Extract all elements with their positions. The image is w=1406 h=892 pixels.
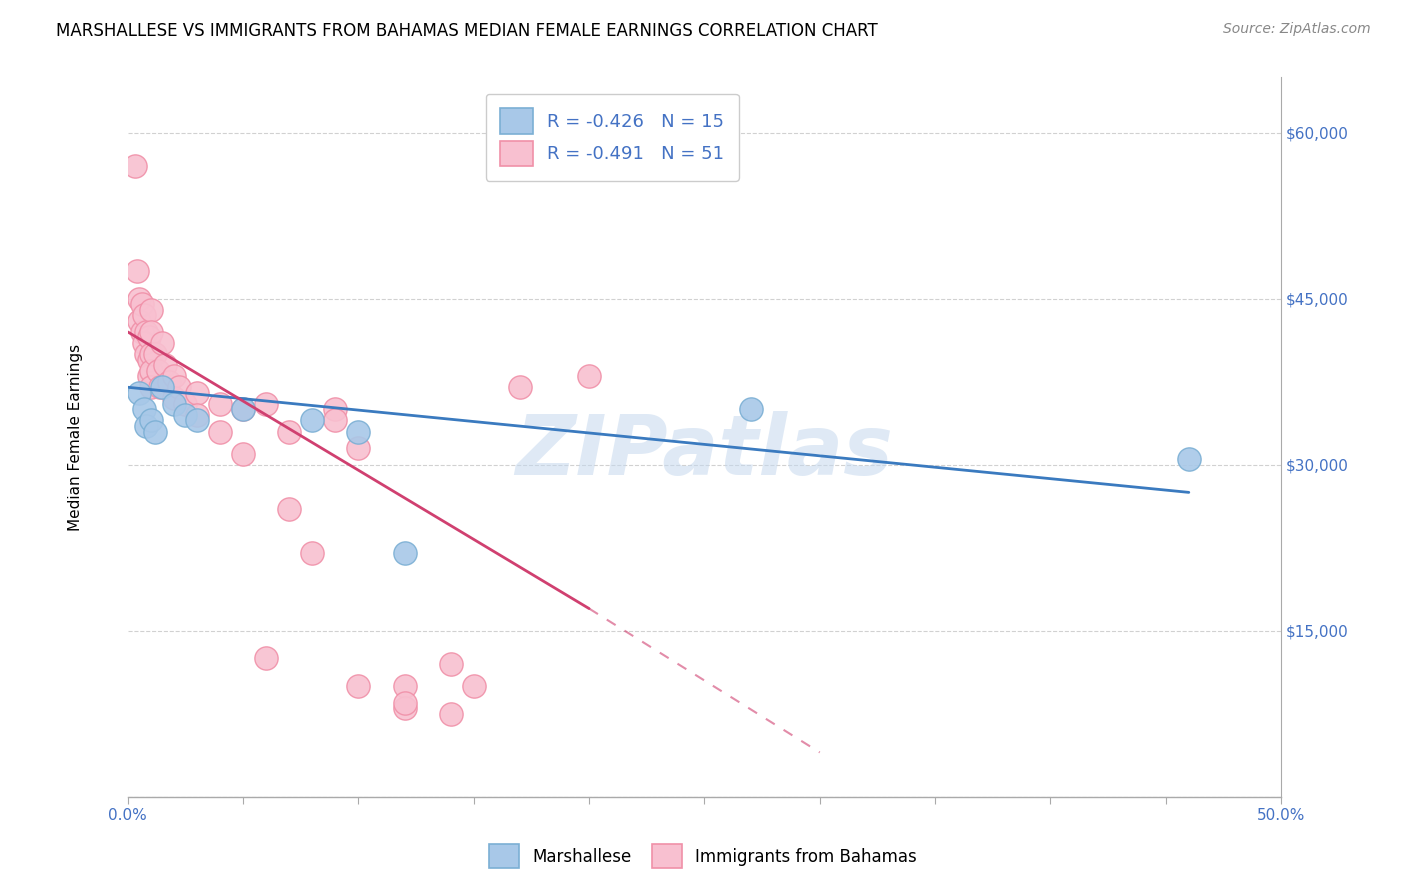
Point: [139, 325, 162, 339]
Point: [167, 380, 190, 394]
Point: [347, 679, 370, 693]
Point: [145, 347, 167, 361]
Text: MARSHALLESE VS IMMIGRANTS FROM BAHAMAS MEDIAN FEMALE EARNINGS CORRELATION CHART: MARSHALLESE VS IMMIGRANTS FROM BAHAMAS M…: [56, 22, 877, 40]
Point: [440, 657, 463, 671]
Point: [394, 546, 416, 560]
Point: [232, 402, 254, 417]
Point: [125, 264, 148, 278]
Point: [163, 392, 186, 406]
Point: [232, 402, 254, 417]
Point: [174, 397, 197, 411]
Point: [132, 336, 155, 351]
Point: [325, 413, 347, 427]
Point: [131, 297, 153, 311]
Point: [186, 385, 208, 400]
Point: [139, 413, 162, 427]
Point: [132, 402, 155, 417]
Legend: R = -0.426   N = 15, R = -0.491   N = 51: R = -0.426 N = 15, R = -0.491 N = 51: [485, 94, 738, 181]
Point: [163, 397, 186, 411]
Point: [463, 679, 485, 693]
Point: [131, 325, 153, 339]
Point: [128, 292, 150, 306]
Point: [394, 701, 416, 715]
Point: [163, 369, 186, 384]
Point: [139, 302, 162, 317]
Point: [145, 425, 167, 439]
Text: Median Female Earnings: Median Female Earnings: [69, 343, 83, 531]
Point: [394, 679, 416, 693]
Legend: Marshallese, Immigrants from Bahamas: Marshallese, Immigrants from Bahamas: [482, 838, 924, 875]
Point: [139, 347, 162, 361]
Text: ZIPatlas: ZIPatlas: [516, 411, 893, 492]
Point: [135, 419, 157, 434]
Point: [232, 447, 254, 461]
Point: [157, 375, 180, 389]
Point: [209, 425, 232, 439]
Point: [254, 397, 277, 411]
Text: Source: ZipAtlas.com: Source: ZipAtlas.com: [1223, 22, 1371, 37]
Point: [135, 347, 157, 361]
Point: [138, 369, 160, 384]
Point: [128, 385, 150, 400]
Point: [150, 336, 173, 351]
Point: [124, 159, 146, 173]
Point: [146, 364, 169, 378]
Point: [347, 441, 370, 455]
Point: [174, 408, 197, 422]
Point: [578, 369, 600, 384]
Point: [132, 309, 155, 323]
Point: [254, 651, 277, 665]
Point: [325, 402, 347, 417]
Point: [509, 380, 531, 394]
Point: [278, 425, 301, 439]
Point: [347, 425, 370, 439]
Point: [186, 408, 208, 422]
Point: [139, 380, 162, 394]
Point: [1178, 452, 1201, 467]
Point: [740, 402, 762, 417]
Point: [301, 413, 323, 427]
Point: [138, 352, 160, 367]
Point: [150, 380, 173, 394]
Point: [278, 502, 301, 516]
Point: [394, 696, 416, 710]
Point: [149, 380, 172, 394]
Point: [440, 706, 463, 721]
Point: [135, 325, 157, 339]
Point: [186, 413, 208, 427]
Point: [128, 314, 150, 328]
Point: [138, 330, 160, 344]
Point: [301, 546, 323, 560]
Point: [139, 364, 162, 378]
Point: [153, 358, 176, 372]
Point: [209, 397, 232, 411]
